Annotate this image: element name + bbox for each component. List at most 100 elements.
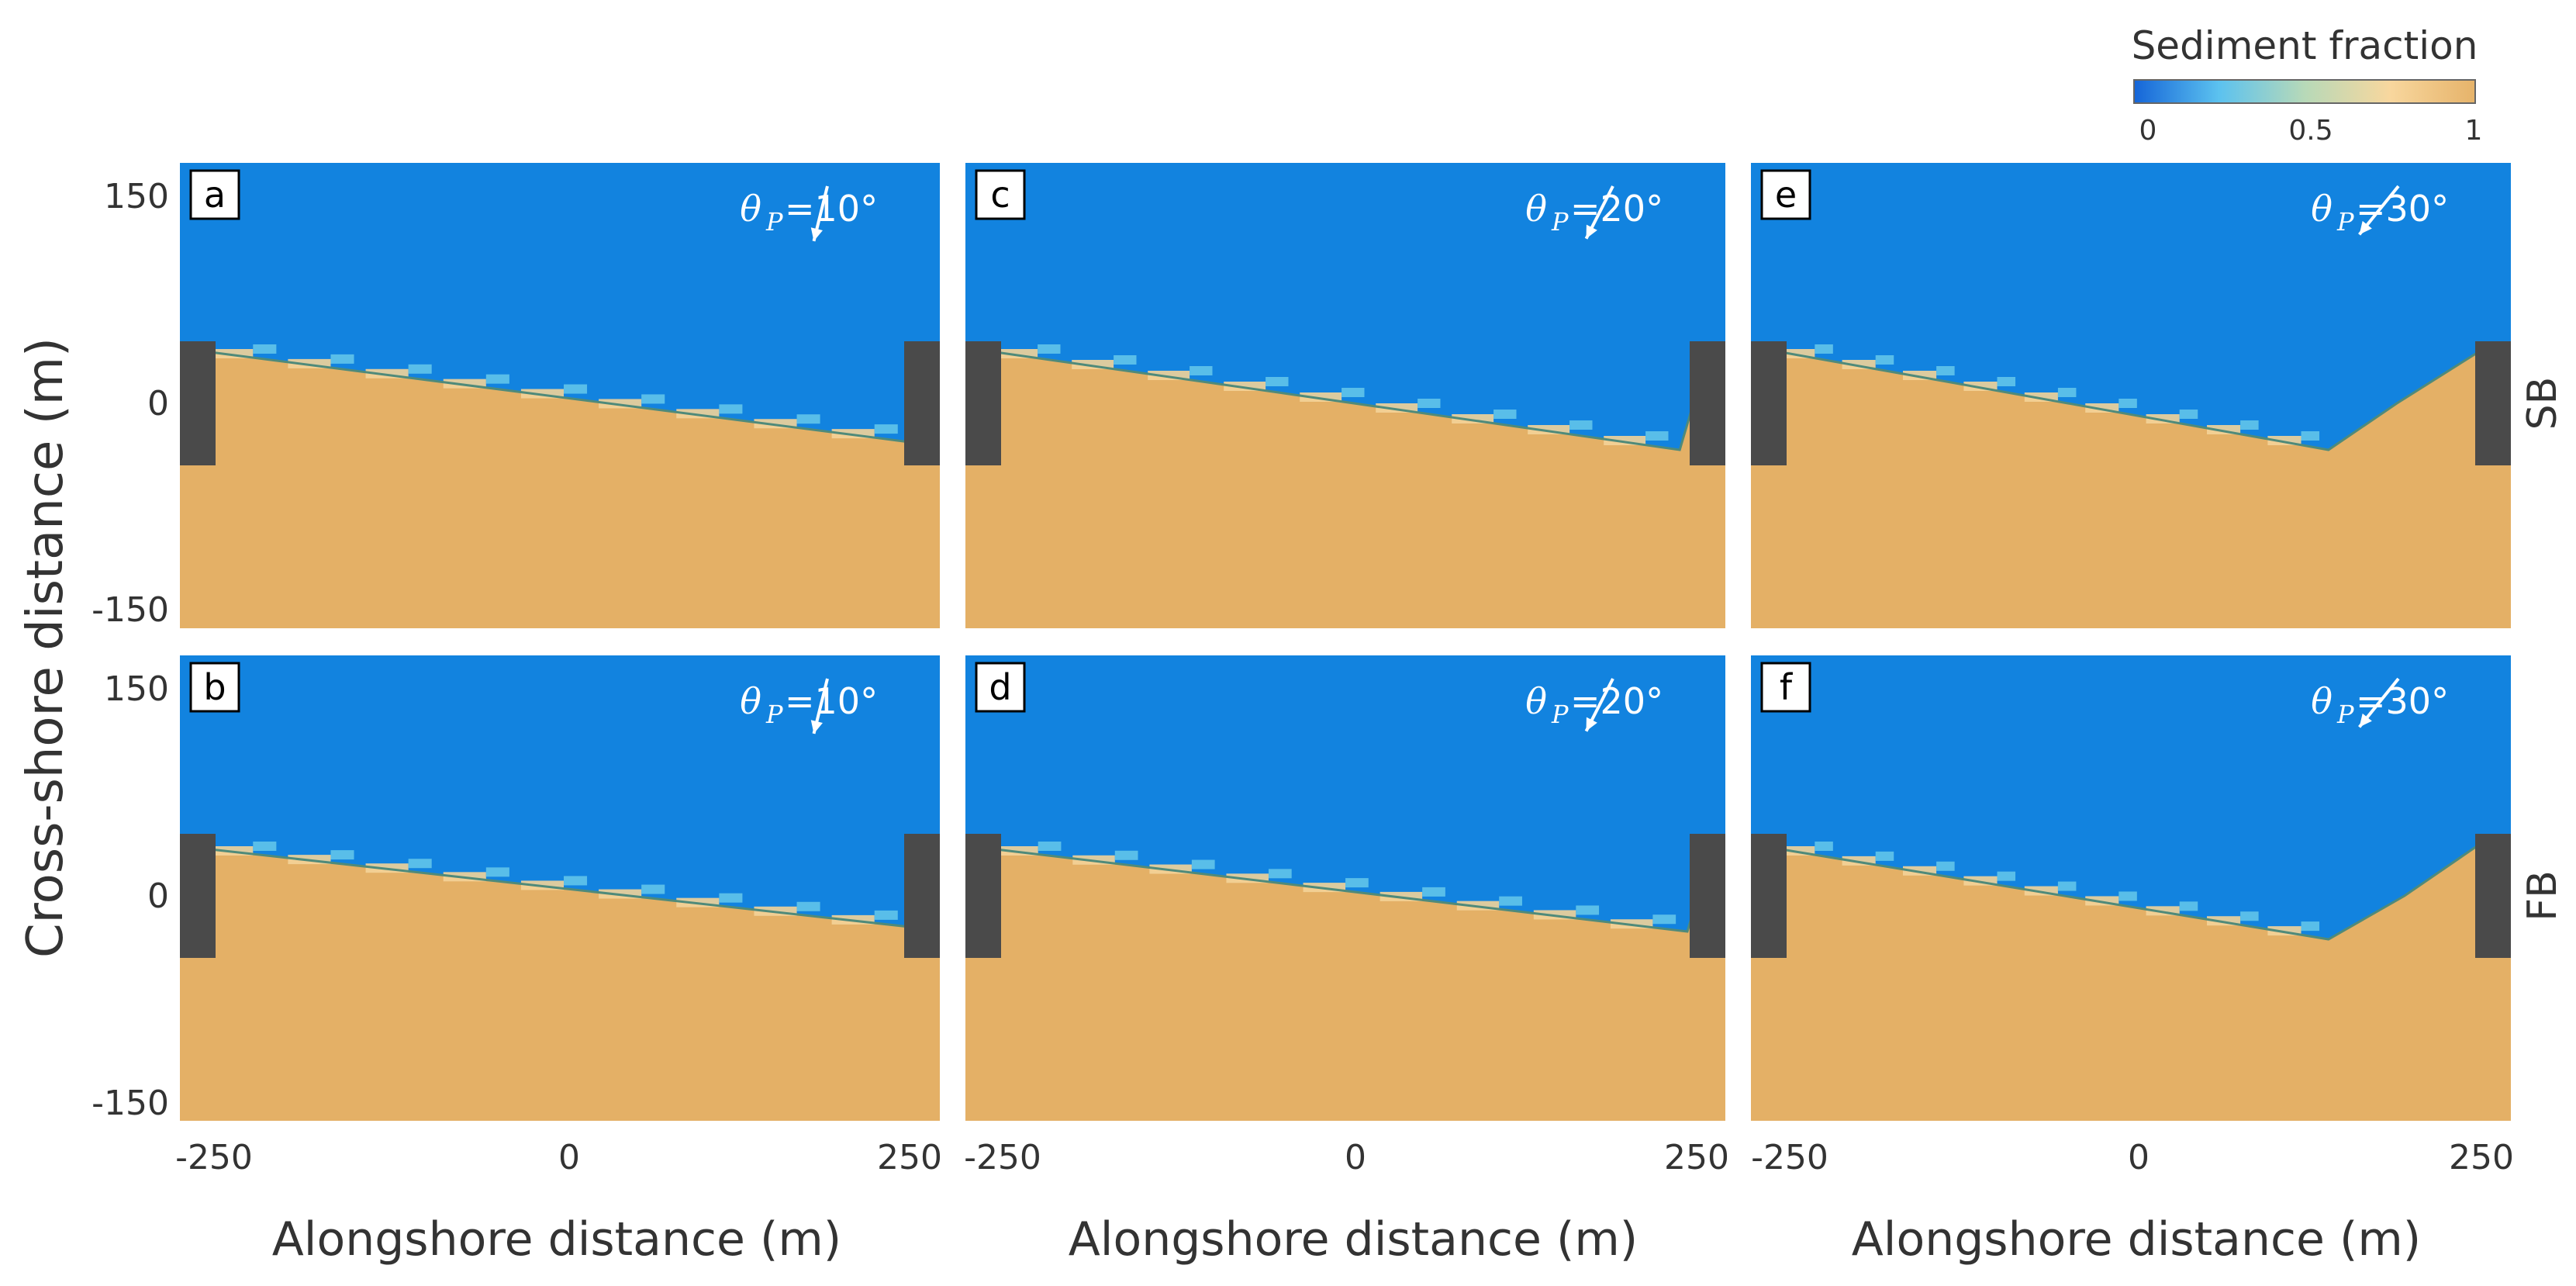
y-tick-label: -150	[92, 590, 169, 630]
theta-symbol: θ	[1525, 188, 1547, 230]
x-axis-label: Alongshore distance (m)	[1069, 1212, 1638, 1267]
groin-left	[965, 834, 1001, 958]
sand-region	[180, 849, 940, 1121]
fringe-cell	[1652, 914, 1676, 925]
fringe-cell	[1417, 399, 1441, 408]
panel-label-box	[975, 662, 1026, 713]
groin-left	[965, 341, 1001, 465]
sand-region	[1751, 838, 2511, 1121]
fringe-cell	[1997, 377, 2016, 386]
fringe-cell	[1345, 878, 1369, 888]
fringe-cell	[874, 910, 898, 920]
fringe-cell	[641, 884, 665, 894]
fringe-cell	[253, 842, 277, 851]
fringe-cell	[2301, 921, 2320, 932]
groin-right	[1690, 341, 1725, 465]
panel-label-box	[189, 169, 240, 220]
shoreline	[210, 351, 910, 444]
fringe-cell	[2301, 431, 2320, 441]
fringe-cell	[641, 394, 665, 404]
groin-left	[180, 834, 216, 958]
x-tick-label: 0	[558, 1138, 580, 1177]
x-tick-label: 250	[1664, 1138, 1729, 1177]
wave-angle-label: =20°	[1570, 188, 1663, 230]
colorbar-tick-1: 1	[2465, 115, 2483, 147]
x-tick-label: 0	[1345, 1138, 1366, 1177]
sand-region	[180, 352, 940, 628]
fringe-cell	[1493, 410, 1517, 419]
wave-angle-label: =30°	[2356, 188, 2449, 230]
wave-direction-arrow	[1584, 185, 1614, 240]
panel-d: d θ P =20°	[965, 655, 1725, 1121]
panel-label-box	[975, 169, 1026, 220]
x-tick-label: -250	[964, 1138, 1041, 1177]
theta-subscript: P	[765, 700, 783, 729]
sand-region	[965, 842, 1725, 1121]
x-axis-label: Alongshore distance (m)	[272, 1212, 841, 1267]
panel-label: c	[990, 174, 1010, 216]
shoreline	[210, 848, 910, 928]
colorbar-title: Sediment fraction	[2132, 23, 2478, 68]
fringe-cell	[719, 404, 743, 414]
sand-region	[965, 349, 1725, 628]
panel-label: d	[989, 666, 1011, 708]
panel-label: b	[203, 666, 226, 708]
fringe-cell	[564, 876, 588, 886]
fringe-cell	[1936, 861, 1955, 871]
fringe-cell	[408, 364, 432, 374]
wave-direction-arrow	[810, 185, 829, 242]
fringe-cell	[2179, 410, 2198, 419]
arrow-head	[2359, 713, 2372, 728]
fringe-cell	[719, 893, 743, 903]
panel-label-box	[1760, 169, 1811, 220]
fringe-cell	[330, 354, 354, 364]
theta-subscript: P	[1551, 700, 1569, 729]
fringe-cell	[485, 374, 509, 384]
arrow-head	[1586, 224, 1597, 239]
wave-direction-arrow	[810, 678, 829, 735]
theta-symbol: θ	[740, 188, 761, 230]
fringe-cell	[1936, 366, 1955, 375]
panel-a: a θ P =10°	[180, 163, 940, 628]
panel-e: e θ P =30°	[1751, 163, 2511, 628]
fringe-cell	[1114, 355, 1137, 365]
fringe-cell	[1190, 366, 1213, 375]
panel-f: f θ P =30°	[1751, 655, 2511, 1121]
fringe-cell	[1114, 850, 1138, 860]
shoreline	[1780, 344, 2489, 451]
y-tick-label: 0	[147, 384, 169, 423]
fringe-cell	[1266, 377, 1289, 386]
panel-label: e	[1775, 174, 1797, 216]
x-tick-label: -250	[175, 1138, 253, 1177]
fringe-cell	[2179, 901, 2198, 911]
fringe-cell	[408, 859, 432, 869]
fringe-cell	[330, 850, 354, 860]
colorbar-gradient	[2133, 79, 2476, 104]
fringe-cell	[1038, 344, 1061, 354]
colorbar-tick-0: 0	[2139, 115, 2157, 147]
wave-angle-label: =30°	[2356, 680, 2449, 722]
arrow-head	[810, 720, 823, 734]
y-tick-label: 0	[147, 876, 169, 916]
wave-angle-label: =10°	[785, 680, 878, 722]
theta-subscript: P	[765, 207, 783, 237]
row-label-sb: SB	[2519, 377, 2566, 430]
fringe-cell	[2057, 388, 2077, 397]
fringe-cell	[2240, 420, 2259, 430]
fringe-cell	[1342, 388, 1365, 397]
theta-subscript: P	[2336, 700, 2354, 729]
fringe-cell	[2118, 399, 2137, 408]
groin-left	[1751, 834, 1787, 958]
groin-right	[904, 341, 940, 465]
row-label-fb: FB	[2519, 870, 2566, 921]
x-tick-label: -250	[1751, 1138, 1828, 1177]
theta-symbol: θ	[1525, 680, 1547, 722]
fringe-cell	[1038, 842, 1062, 851]
colorbar-tick-0.5: 0.5	[2288, 115, 2333, 147]
theta-subscript: P	[2336, 207, 2354, 237]
fringe-cell	[2240, 911, 2259, 921]
fringe-cell	[796, 901, 820, 911]
x-tick-label: 250	[2449, 1138, 2514, 1177]
y-tick-label: 150	[104, 669, 169, 709]
